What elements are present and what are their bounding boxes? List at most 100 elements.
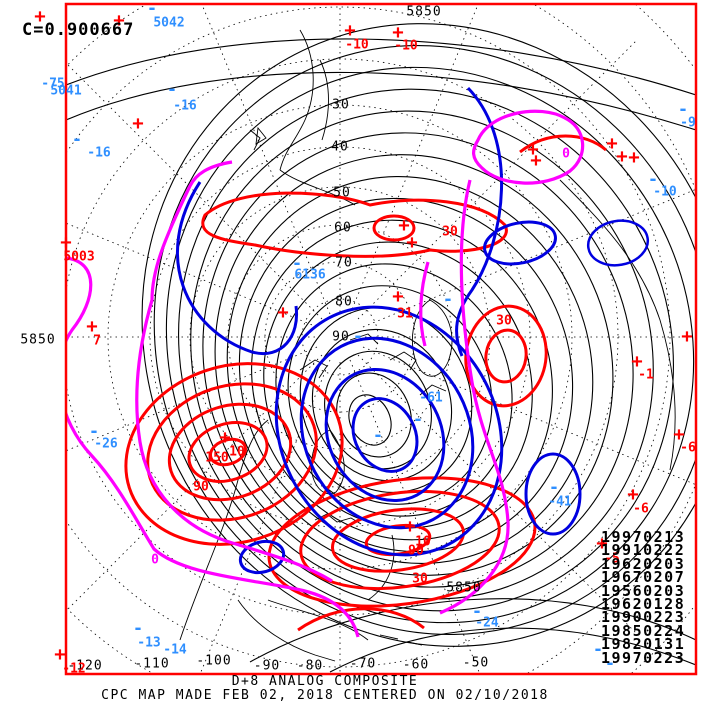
minus-marker: - xyxy=(88,421,100,442)
plus-marker: + xyxy=(392,285,404,308)
map-annotation: 0 xyxy=(562,146,570,162)
map-annotation: -10 xyxy=(394,38,418,54)
minus-marker: - xyxy=(146,0,158,19)
plus-marker: + xyxy=(404,515,416,538)
plus-marker: + xyxy=(86,315,98,338)
analog-date: 19620128 xyxy=(601,595,686,614)
map-annotation: -100 xyxy=(196,653,232,669)
analog-date-list: 19970213 19910222 19620203 19670207 19560203… xyxy=(601,528,686,667)
minus-marker: - xyxy=(291,253,303,274)
map-annotation: 5850 xyxy=(446,580,482,596)
map-annotation: -10 xyxy=(345,37,369,53)
plus-marker: + xyxy=(277,301,289,324)
map-annotation: 70 xyxy=(335,255,353,271)
map-annotation: 10 xyxy=(229,444,245,460)
analog-date: 19560203 xyxy=(601,581,686,600)
plus-marker: + xyxy=(219,426,231,449)
plus-marker: + xyxy=(34,5,46,28)
map-annotation: 90 xyxy=(408,543,424,559)
minus-marker: - xyxy=(442,289,454,310)
map-annotation: -5 xyxy=(604,551,620,567)
map-annotation: -60 xyxy=(402,657,430,673)
map-annotation: -6 xyxy=(680,440,696,456)
map-annotation: -120 xyxy=(67,658,103,674)
plus-marker: + xyxy=(392,21,404,44)
minus-marker: - xyxy=(166,79,178,100)
map-annotation: -41 xyxy=(548,494,572,510)
map-annotation: -12 xyxy=(62,661,86,677)
map-annotation: -16 xyxy=(173,98,197,114)
minus-marker: - xyxy=(647,169,659,190)
analog-date: 19820131 xyxy=(601,635,686,654)
analog-date: 19970223 xyxy=(601,648,686,667)
minus-marker: - xyxy=(71,129,83,150)
minus-marker: - xyxy=(471,601,483,622)
analog-date: 19670207 xyxy=(601,568,686,587)
map-annotation: 60 xyxy=(334,220,352,236)
minus-marker: - xyxy=(132,618,144,639)
map-annotation: -70 xyxy=(349,656,377,672)
map-annotation: -80 xyxy=(296,658,324,674)
minus-marker: - xyxy=(412,409,424,430)
map-annotation: -16 xyxy=(87,145,111,161)
map-annotation: 40 xyxy=(331,139,349,155)
map-annotation: 30 xyxy=(442,224,458,240)
plus-marker: + xyxy=(530,149,542,172)
plus-marker: + xyxy=(344,19,356,42)
map-annotation: -26 xyxy=(94,436,118,452)
map-annotation: 31 xyxy=(397,306,413,322)
map-annotation: 90 xyxy=(332,329,350,345)
map-annotation: 5042 xyxy=(153,15,185,31)
map-annotation: -10 xyxy=(653,184,677,200)
negative-anomaly-contours xyxy=(175,86,650,575)
map-annotation: 150 xyxy=(205,450,229,466)
map-annotation: -24 xyxy=(475,615,499,631)
map-annotation: 30 xyxy=(412,571,428,587)
map-captions: D+8 ANALOG COMPOSITE CPC MAP MADE FEB 02… xyxy=(10,675,640,702)
map-annotation: -1 xyxy=(638,367,654,383)
analog-date: 19620203 xyxy=(601,554,686,573)
minus-marker: - xyxy=(604,653,616,674)
map-annotation: -6 xyxy=(633,501,649,517)
plus-marker: + xyxy=(681,325,693,348)
analog-date: 19970213 xyxy=(601,528,686,546)
map-annotation: -13 xyxy=(137,635,161,651)
plus-marker: + xyxy=(113,9,125,32)
minus-marker: - xyxy=(352,326,364,347)
plus-marker: + xyxy=(54,643,66,666)
map-annotation: -61 xyxy=(419,390,443,406)
map-annotation: 30 xyxy=(332,97,350,113)
map-annotation: 5850 xyxy=(20,332,56,348)
plus-marker: + xyxy=(616,145,628,168)
map-annotation: 7 xyxy=(93,333,101,349)
map-annotation: 90 xyxy=(193,479,209,495)
correlation-value: C=0.900667 xyxy=(22,20,135,40)
plus-marker: + xyxy=(627,483,639,506)
map-annotation: 10 xyxy=(415,534,431,550)
plus-marker: + xyxy=(628,146,640,169)
minus-marker: - xyxy=(592,639,604,660)
plus-marker: + xyxy=(398,214,410,237)
minus-marker: - xyxy=(677,99,689,120)
analog-date: 19910222 xyxy=(601,541,686,560)
zero-anomaly-contours xyxy=(66,109,585,638)
map-annotation: 30 xyxy=(496,313,512,329)
minus-marker: - xyxy=(548,477,560,498)
map-annotation: 5850 xyxy=(406,4,442,20)
map-subtitle: CPC MAP MADE FEB 02, 2018 CENTERED ON 02… xyxy=(101,687,549,703)
map-annotation: -90 xyxy=(253,658,281,674)
plus-marker: + xyxy=(406,231,418,254)
map-annotation: -14 xyxy=(163,642,187,658)
map-annotation: 50 xyxy=(333,185,351,201)
analog-date: 19850224 xyxy=(601,621,686,640)
map-annotation: 6136 xyxy=(294,267,326,283)
analog-date: 19900223 xyxy=(601,608,686,627)
minus-marker: - xyxy=(372,425,384,446)
plus-marker: + xyxy=(631,350,643,373)
plus-marker: + xyxy=(60,231,72,254)
map-annotation: -110 xyxy=(134,656,170,672)
plus-marker: + xyxy=(673,423,685,446)
map-annotation: 0 xyxy=(151,552,159,568)
